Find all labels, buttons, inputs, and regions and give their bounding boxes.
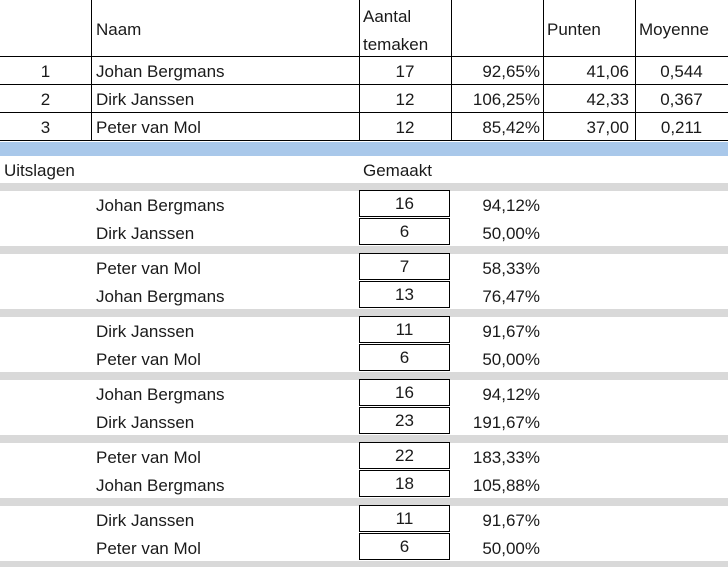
player-name: Dirk Janssen — [96, 224, 195, 243]
punten-cell: 37,00 — [586, 118, 629, 137]
grid-line — [543, 0, 544, 141]
match-percentage: 76,47% — [482, 287, 540, 306]
player-name: Peter van Mol — [96, 350, 201, 369]
made-box: 7 — [359, 253, 450, 280]
results-label: Uitslagen — [4, 161, 75, 180]
made-box: 6 — [359, 218, 450, 245]
standings-table: Naam Aantal temaken Punten Moyenne 1 Joh… — [0, 0, 728, 141]
made-box: 18 — [359, 470, 450, 497]
grid-line — [91, 0, 92, 141]
made-value: 16 — [395, 194, 414, 213]
match-percentage: 183,33% — [472, 448, 540, 467]
player-name: Dirk Janssen — [96, 413, 195, 432]
player-name: Peter van Mol — [96, 448, 201, 467]
grid-line — [0, 112, 728, 113]
player-name: Peter van Mol — [96, 259, 201, 278]
player-name: Johan Bergmans — [96, 476, 225, 495]
match-separator — [0, 372, 728, 380]
match-separator — [0, 246, 728, 254]
match-separator — [0, 183, 728, 191]
punten-cell: 42,33 — [586, 90, 629, 109]
grid-line — [451, 0, 452, 141]
section-separator — [0, 142, 728, 156]
made-value: 13 — [395, 285, 414, 304]
made-box: 22 — [359, 442, 450, 469]
match-separator — [0, 435, 728, 443]
rank-cell: 3 — [40, 118, 51, 137]
made-box: 6 — [359, 344, 450, 371]
header-name: Naam — [96, 20, 142, 39]
made-value: 22 — [395, 446, 414, 465]
rank-cell: 1 — [40, 62, 51, 81]
match-separator — [0, 309, 728, 317]
grid-line — [0, 84, 728, 85]
player-name: Johan Bergmans — [96, 385, 225, 404]
made-value: 6 — [399, 537, 410, 556]
made-value: 11 — [395, 509, 414, 528]
percentage-cell: 85,42% — [482, 118, 540, 137]
made-value: 6 — [399, 348, 410, 367]
punten-cell: 41,06 — [586, 62, 629, 81]
moyenne-cell: 0,544 — [660, 62, 703, 81]
match-percentage: 94,12% — [482, 385, 540, 404]
made-value: 16 — [395, 383, 414, 402]
match-percentage: 50,00% — [482, 350, 540, 369]
player-name: Peter van Mol — [96, 539, 201, 558]
made-box: 13 — [359, 281, 450, 308]
grid-line — [359, 0, 360, 141]
player-name: Johan Bergmans — [96, 287, 225, 306]
match-percentage: 94,12% — [482, 196, 540, 215]
player-name-cell: Dirk Janssen — [96, 90, 195, 109]
made-value: 7 — [399, 257, 410, 276]
rank-cell: 2 — [40, 90, 51, 109]
made-box: 11 — [359, 316, 450, 343]
made-box: 16 — [359, 190, 450, 217]
player-name: Dirk Janssen — [96, 322, 195, 341]
match-percentage: 91,67% — [482, 322, 540, 341]
aantal-cell: 17 — [395, 62, 415, 81]
header-moyenne: Moyenne — [639, 20, 709, 39]
percentage-cell: 92,65% — [482, 62, 540, 81]
grid-line — [0, 56, 728, 57]
moyenne-cell: 0,367 — [660, 90, 703, 109]
made-box: 11 — [359, 505, 450, 532]
made-value: 23 — [395, 411, 414, 430]
match-separator — [0, 561, 728, 567]
player-name-cell: Johan Bergmans — [96, 62, 225, 81]
made-value: 18 — [395, 474, 414, 493]
made-box: 6 — [359, 533, 450, 560]
match-percentage: 58,33% — [482, 259, 540, 278]
match-percentage: 91,67% — [482, 511, 540, 530]
match-percentage: 191,67% — [472, 413, 540, 432]
aantal-cell: 12 — [395, 90, 415, 109]
grid-line — [0, 140, 728, 141]
made-value: 11 — [395, 320, 414, 339]
made-column-label: Gemaakt — [363, 161, 432, 180]
percentage-cell: 106,25% — [472, 90, 540, 109]
header-aantal: Aantal — [363, 7, 412, 26]
player-name: Dirk Janssen — [96, 511, 195, 530]
aantal-cell: 12 — [395, 118, 415, 137]
made-box: 23 — [359, 407, 450, 434]
moyenne-cell: 0,211 — [660, 118, 703, 137]
match-separator — [0, 498, 728, 506]
match-percentage: 50,00% — [482, 539, 540, 558]
made-value: 6 — [399, 222, 410, 241]
player-name-cell: Peter van Mol — [96, 118, 201, 137]
match-percentage: 105,88% — [472, 476, 540, 495]
grid-line — [635, 0, 636, 141]
player-name: Johan Bergmans — [96, 196, 225, 215]
header-punten: Punten — [547, 20, 601, 39]
match-percentage: 50,00% — [482, 224, 540, 243]
made-box: 16 — [359, 379, 450, 406]
header-temaken: temaken — [363, 35, 429, 54]
